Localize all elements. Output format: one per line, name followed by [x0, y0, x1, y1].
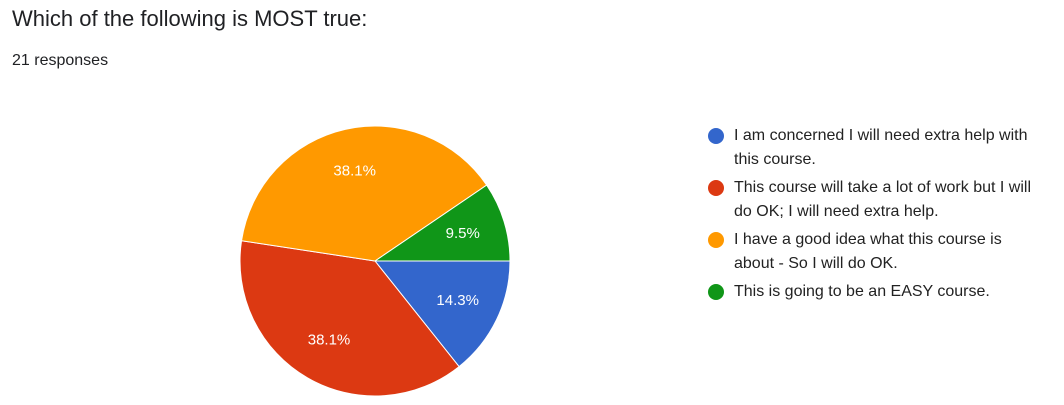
pie-slice — [240, 125, 488, 262]
chart: 14.3% 38.1% 38.1% 9.5% — [239, 125, 511, 397]
legend-swatch — [708, 284, 724, 300]
legend-item: This course will take a lot of work but … — [708, 176, 1048, 224]
chart-subtitle: 21 responses — [12, 52, 109, 69]
slice-label: 14.3% — [436, 292, 479, 309]
pie-slice — [373, 184, 511, 262]
legend-label: This course will take a lot of work but … — [734, 179, 1031, 220]
chart-title: Which of the following is MOST true: — [12, 6, 368, 31]
slice-label: 38.1% — [308, 331, 351, 348]
legend: I am concerned I will need extra help wi… — [708, 124, 1048, 308]
legend-swatch — [708, 232, 724, 248]
legend-item: I have a good idea what this course is a… — [708, 228, 1048, 276]
legend-label: I have a good idea what this course is a… — [734, 231, 1002, 272]
slice-label: 38.1% — [333, 162, 376, 179]
legend-item: This is going to be an EASY course. — [708, 280, 1048, 304]
legend-label: This is going to be an EASY course. — [734, 283, 990, 300]
legend-swatch — [708, 180, 724, 196]
slice-label: 9.5% — [446, 225, 480, 242]
legend-swatch — [708, 128, 724, 144]
pie-slice — [239, 240, 460, 397]
legend-label: I am concerned I will need extra help wi… — [734, 127, 1028, 168]
pie-slice — [373, 260, 511, 368]
legend-item: I am concerned I will need extra help wi… — [708, 124, 1048, 172]
